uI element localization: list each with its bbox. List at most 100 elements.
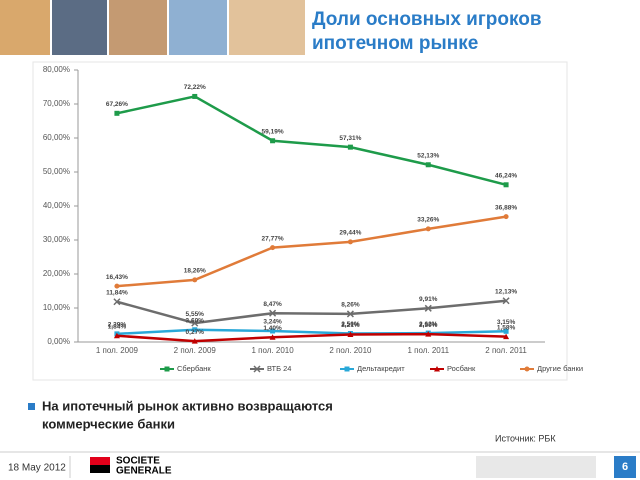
data-label: 59,19%	[262, 128, 284, 135]
data-label: 46,24%	[495, 173, 517, 180]
y-tick-label: 50,00%	[43, 167, 70, 176]
logo-mark	[90, 457, 110, 465]
point	[347, 239, 353, 245]
data-label: 2,62%	[419, 321, 438, 328]
data-label: 11,84%	[106, 289, 128, 296]
data-label: 36,88%	[495, 204, 517, 211]
point	[346, 310, 354, 318]
series-line	[116, 95, 507, 186]
point	[503, 182, 509, 188]
bullet-text: коммерческие банки	[42, 416, 175, 431]
point	[270, 245, 276, 251]
y-tick-label: 20,00%	[43, 269, 70, 278]
x-tick-label: 2 пол. 2011	[485, 346, 527, 355]
legend-marker	[344, 366, 350, 372]
point	[269, 334, 276, 340]
x-tick-label: 1 пол. 2009	[96, 346, 139, 355]
data-label: 8,26%	[341, 302, 360, 309]
point	[503, 328, 509, 334]
slide-title: ипотечном рынке	[312, 33, 478, 54]
page-number: 6	[622, 461, 628, 473]
data-label: 57,31%	[339, 135, 361, 142]
point	[425, 226, 431, 232]
point	[424, 304, 432, 312]
data-label: 0,27%	[186, 329, 205, 336]
data-label: 1,84%	[108, 323, 127, 330]
bullet-text: На ипотечный рынок активно возвращаются	[42, 398, 333, 413]
x-tick-label: 1 пол. 2011	[407, 346, 449, 355]
logo-mark	[90, 465, 110, 473]
x-tick-label: 2 пол. 2010	[329, 346, 372, 355]
data-label: 8,47%	[263, 301, 282, 308]
data-label: 2,50%	[341, 321, 360, 328]
point	[114, 283, 120, 289]
point	[270, 138, 276, 144]
legend-label: Росбанк	[447, 364, 476, 373]
date: 18 May 2012	[8, 463, 66, 474]
data-label: 2,39%	[108, 322, 127, 329]
data-label: 3,60%	[186, 317, 205, 324]
legend-label: ВТБ 24	[267, 364, 291, 373]
point	[502, 297, 510, 305]
series-line	[116, 332, 507, 343]
page-number-box	[614, 456, 636, 478]
series-line	[116, 299, 507, 325]
data-label: 67,26%	[106, 101, 128, 108]
y-tick-label: 80,00%	[43, 65, 70, 74]
data-label: 27,77%	[262, 235, 284, 242]
data-label: 9,91%	[419, 296, 438, 303]
legend-marker	[164, 366, 170, 372]
data-label: 2,30%	[419, 322, 438, 329]
y-tick-label: 60,00%	[43, 133, 70, 142]
data-label: 16,43%	[106, 274, 128, 281]
point	[347, 144, 353, 150]
data-label: 12,13%	[495, 288, 517, 295]
point	[114, 110, 120, 116]
bullet-icon	[28, 403, 35, 410]
y-tick-label: 0,00%	[47, 337, 70, 346]
point	[269, 309, 277, 317]
legend-marker	[524, 366, 530, 372]
series-line	[116, 215, 507, 288]
data-label: 29,44%	[339, 230, 361, 237]
y-tick-label: 70,00%	[43, 99, 70, 108]
y-tick-label: 10,00%	[43, 303, 70, 312]
logo-text: GENERALE	[116, 466, 172, 477]
chart: 0,00% 10,00% 20,00% 30,00% 40,00% 50,00% 60,00…	[43, 65, 583, 373]
point	[425, 162, 431, 168]
source: Источник: РБК	[495, 433, 556, 443]
point	[113, 298, 121, 306]
y-tick-label: 30,00%	[43, 235, 70, 244]
data-label: 1,40%	[263, 325, 282, 332]
legend-label: Другие банки	[537, 364, 583, 373]
point	[503, 214, 509, 220]
point	[503, 333, 510, 340]
point	[191, 319, 199, 327]
header-photos	[0, 0, 305, 55]
legend-marker	[434, 366, 440, 372]
point	[425, 331, 432, 337]
data-label: 3,24%	[263, 319, 282, 326]
point	[192, 327, 198, 333]
data-label: 3,15%	[497, 319, 516, 326]
data-label: 18,26%	[184, 268, 206, 275]
point	[191, 338, 198, 344]
data-label: 2,21%	[341, 322, 360, 329]
data-label: 72,22%	[184, 84, 206, 91]
point	[113, 332, 120, 339]
y-tick-label: 40,00%	[43, 201, 70, 210]
legend-label: Дельтакредит	[357, 364, 405, 373]
data-label: 33,26%	[417, 217, 439, 224]
series-line	[116, 328, 507, 336]
point	[192, 93, 198, 99]
point	[192, 277, 198, 283]
logo-text: SOCIETE	[116, 456, 160, 467]
legend-marker	[253, 365, 261, 373]
data-label: 1,58%	[497, 324, 516, 331]
data-label: 5,55%	[186, 311, 205, 318]
x-tick-label: 2 пол. 2009	[174, 346, 217, 355]
point	[347, 331, 354, 337]
legend-label: Сбербанк	[177, 364, 211, 373]
point	[270, 328, 276, 334]
